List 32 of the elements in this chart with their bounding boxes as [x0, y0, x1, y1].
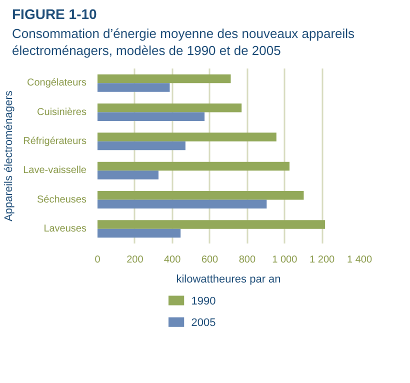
y-tick-label: Congélateurs	[27, 77, 86, 88]
bar	[98, 190, 304, 200]
legend-label: 2005	[191, 316, 216, 329]
legend-label: 1990	[191, 295, 216, 308]
y-tick-label: Réfrigérateurs	[23, 136, 86, 147]
chart-title: FIGURE 1-10	[12, 5, 97, 24]
bar	[98, 82, 170, 92]
y-tick-label: Sécheuses	[37, 194, 87, 206]
bar	[98, 141, 186, 150]
bar	[98, 220, 326, 229]
bar	[98, 170, 159, 180]
y-tick-label: Lave-vaisselle	[23, 164, 87, 176]
chart-subtitle: Consommation d’énergie moyenne des nouveaux appareils électroménagers, modèles de 1990 et de 2005	[12, 26, 356, 60]
x-tick-label: 0	[94, 254, 101, 266]
bar	[98, 112, 205, 121]
y-tick-label: Laveuses	[44, 223, 87, 234]
x-tick-label: 1 000	[272, 254, 298, 266]
bar	[98, 132, 276, 142]
y-tick-label: Cuisinières	[37, 106, 87, 118]
x-tick-label: 800	[238, 254, 256, 266]
x-tick-label: 1 400	[346, 254, 372, 266]
bar	[98, 162, 290, 170]
bar	[98, 74, 231, 83]
x-tick-label: 200	[126, 254, 144, 266]
x-tick-label: 600	[201, 254, 219, 266]
bar	[98, 200, 267, 208]
x-tick-label: 1 200	[310, 254, 336, 266]
x-tick-label: 400	[164, 254, 182, 266]
x-axis-title: kilowattheures par an	[176, 273, 281, 286]
y-axis-title: Appareils électroménagers	[3, 90, 16, 222]
bar	[98, 228, 181, 238]
bar	[98, 103, 242, 112]
